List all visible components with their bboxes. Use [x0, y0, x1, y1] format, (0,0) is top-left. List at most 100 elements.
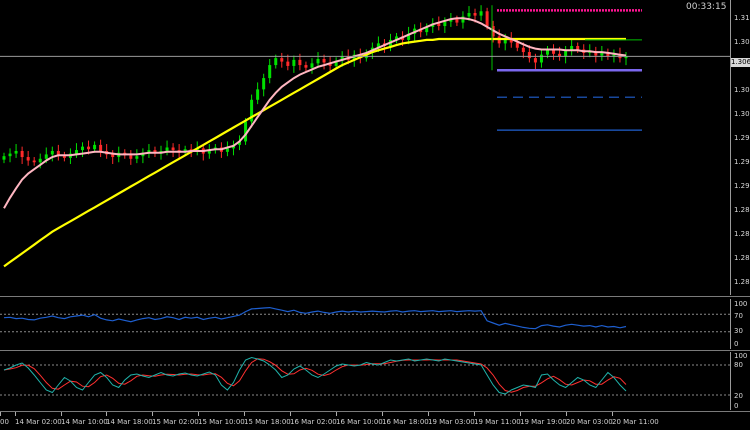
candle-body: [606, 52, 610, 57]
candle-body: [81, 146, 85, 151]
candle-body: [74, 150, 78, 154]
candle-body: [316, 59, 320, 64]
time-axis-label: 00: [0, 418, 9, 426]
time-axis-label: 14 Mar 18:00: [106, 418, 153, 426]
price-axis-label: 1.311: [734, 14, 750, 22]
stochastic-axis-line: [730, 352, 731, 410]
slow-moving-average-line: [3, 37, 626, 268]
candle-body: [334, 60, 338, 66]
candle-body: [298, 59, 302, 66]
time-axis-tick: [382, 412, 383, 416]
candle-body: [87, 146, 91, 150]
candle-body: [207, 150, 211, 154]
candle-body: [527, 52, 531, 59]
price-axis-label: 1.291: [734, 182, 750, 190]
rsi-pane[interactable]: 100 70 30 0: [0, 299, 750, 349]
time-axis-label: 20 Mar 11:00: [612, 418, 659, 426]
candle-body: [280, 58, 284, 62]
current-price-tag: 1.306: [731, 58, 750, 67]
price-axis-label: 1.294: [734, 158, 750, 166]
candle-body: [274, 58, 278, 66]
pane-separator[interactable]: [0, 296, 750, 297]
candle-body: [461, 16, 465, 23]
pane-separator[interactable]: [0, 350, 750, 351]
time-axis-label: 19 Mar 03:00: [428, 418, 475, 426]
time-axis-label: 19 Mar 19:00: [520, 418, 567, 426]
time-axis[interactable]: 00 14 Mar 02:00 14 Mar 10:00 14 Mar 18:0…: [0, 412, 730, 430]
candle-body: [612, 54, 616, 57]
time-axis-label: 16 Mar 10:00: [336, 418, 383, 426]
time-axis-tick: [106, 412, 107, 416]
price-axis-line: [730, 0, 731, 295]
candle-body: [473, 13, 477, 16]
bar-countdown-timer: 00:33:15: [686, 2, 727, 12]
stochastic-chart[interactable]: [0, 352, 750, 410]
price-chart[interactable]: [0, 0, 750, 295]
price-axis-label: 1.297: [734, 134, 750, 142]
candle-body: [20, 150, 24, 158]
price-axis-label: 1.303: [734, 86, 750, 94]
time-axis-label: 14 Mar 10:00: [61, 418, 108, 426]
candle-body: [503, 38, 507, 44]
time-axis-label: 16 Mar 02:00: [290, 418, 337, 426]
time-axis-label: 15 Mar 18:00: [244, 418, 291, 426]
candle-body: [38, 158, 42, 163]
candle-body: [99, 144, 103, 151]
time-axis-tick: [15, 412, 16, 416]
candle-body: [111, 154, 115, 158]
price-axis-label: 1.288: [734, 206, 750, 214]
stochastic-axis-label: 0: [734, 402, 739, 410]
time-axis-label: 16 Mar 18:00: [382, 418, 429, 426]
time-axis-tick: [566, 412, 567, 416]
candle-body: [576, 45, 580, 50]
time-axis-tick: [61, 412, 62, 416]
rsi-axis-label: 70: [734, 312, 743, 320]
rsi-axis-label: 30: [734, 327, 743, 335]
candle-body: [171, 147, 175, 151]
candle-body: [292, 59, 296, 66]
stochastic-axis-label: 20: [734, 392, 743, 400]
rsi-chart[interactable]: [0, 299, 750, 349]
candle-body: [225, 148, 229, 152]
candle-body: [407, 33, 411, 40]
time-axis-label: 19 Mar 11:00: [474, 418, 521, 426]
time-axis-tick: [290, 412, 291, 416]
candle-body: [479, 11, 483, 16]
candle-body: [545, 49, 549, 55]
rsi-line: [3, 306, 627, 330]
candle-body: [2, 156, 6, 160]
time-axis-label: 15 Mar 02:00: [152, 418, 199, 426]
stochastic-main-line: [3, 356, 627, 395]
time-axis-tick: [474, 412, 475, 416]
candle-body: [340, 56, 344, 61]
candle-body: [44, 154, 48, 159]
candle-body: [147, 150, 151, 153]
price-axis-label: 1.280: [734, 278, 750, 286]
rsi-axis-line: [730, 299, 731, 349]
time-axis-tick: [244, 412, 245, 416]
candle-body: [624, 56, 628, 59]
candle-body: [437, 23, 441, 27]
candle-body: [262, 78, 266, 90]
candle-body: [244, 121, 248, 142]
candle-body: [558, 53, 562, 57]
stochastic-axis-label: 100: [734, 352, 748, 360]
price-axis-label: 1.283: [734, 254, 750, 262]
candle-body: [455, 19, 459, 23]
time-axis-label: 15 Mar 10:00: [198, 418, 245, 426]
price-axis-label: 1.286: [734, 230, 750, 238]
candle-body: [195, 148, 199, 151]
time-axis-label: 14 Mar 02:00: [15, 418, 62, 426]
time-axis-label: 20 Mar 03:00: [566, 418, 613, 426]
rsi-axis-label: 100: [734, 300, 748, 308]
time-axis-tick: [520, 412, 521, 416]
candle-body: [539, 54, 543, 63]
time-axis-separator: [0, 411, 750, 412]
price-axis-label: 1.308: [734, 38, 750, 46]
candle-body: [600, 52, 604, 56]
candle-body: [449, 19, 453, 22]
candle-body: [250, 99, 254, 122]
stochastic-pane[interactable]: 100 80 20 0: [0, 352, 750, 410]
stochastic-axis-label: 80: [734, 361, 743, 369]
price-chart-pane[interactable]: 00:33:15 1.306 1.311 1.308 1.303 1.300 1…: [0, 0, 750, 295]
